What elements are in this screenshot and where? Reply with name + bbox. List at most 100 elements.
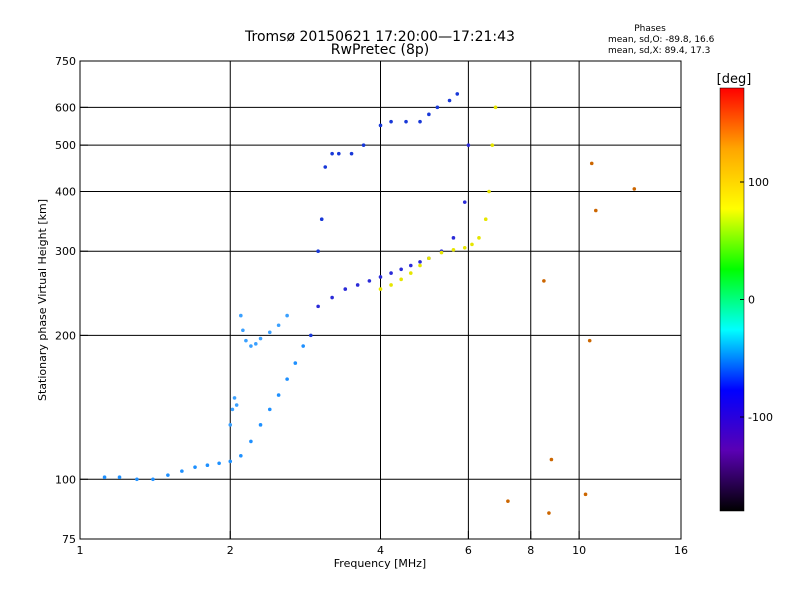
echo-point (451, 248, 456, 252)
stats-x-mode: mean, sd,X: 89.4, 17.3 (608, 46, 710, 56)
echo-point (316, 304, 320, 309)
colorbar-tick-label: 100 (748, 176, 769, 189)
echo-point (117, 475, 122, 480)
y-tick-label: 600 (55, 101, 76, 114)
echo-point (253, 342, 258, 346)
echo-point (378, 287, 383, 291)
grid-lines (80, 61, 681, 539)
echo-point (389, 283, 393, 287)
echo-point (462, 245, 467, 250)
echo-point (439, 250, 444, 255)
echo-point (506, 499, 510, 503)
y-tick-label: 100 (55, 473, 76, 486)
echo-point (323, 165, 328, 169)
echo-point (234, 403, 239, 407)
echo-point (258, 336, 263, 341)
echo-point (337, 151, 341, 156)
chart-subtitle: RwPretec (8p) (331, 42, 429, 58)
echo-point (267, 330, 272, 335)
echo-point (418, 119, 422, 124)
y-tick-label: 500 (55, 139, 76, 152)
stats-header: Phases (634, 24, 666, 34)
echo-point (408, 263, 413, 268)
echo-point (547, 511, 551, 515)
x-tick-label: 1 (77, 544, 84, 557)
echo-point (319, 217, 324, 222)
echo-point (249, 344, 253, 348)
echo-point (276, 323, 281, 328)
echo-point (589, 161, 594, 166)
echo-point (462, 200, 467, 204)
x-tick-label: 16 (674, 544, 688, 557)
echo-point (408, 271, 413, 275)
echo-point (330, 151, 334, 156)
echo-point (239, 313, 243, 318)
y-tick-label: 75 (62, 533, 76, 546)
echo-point (367, 279, 372, 283)
y-axis-label: Stationary phase Virtual Height [km] (36, 199, 49, 401)
chart-title: Tromsø 20150621 17:20:00—17:21:43 (244, 29, 515, 45)
colorbar-tick-label: 0 (748, 294, 755, 307)
colorbar-tick-label: -100 (748, 411, 773, 424)
echo-point (447, 98, 452, 103)
x-axis-label: Frequency [MHz] (334, 557, 426, 570)
x-tick-label: 2 (227, 544, 234, 557)
echo-point (180, 469, 184, 473)
echo-point (166, 473, 170, 477)
echo-point (293, 361, 298, 365)
echo-point (316, 249, 320, 254)
echo-point (241, 328, 245, 333)
x-tick-label: 6 (465, 544, 472, 557)
echo-point (228, 423, 233, 427)
echo-point (135, 477, 139, 482)
echo-point (455, 92, 460, 96)
echo-point (493, 105, 498, 110)
echo-point (308, 333, 313, 338)
echo-point (230, 407, 235, 412)
echo-point (477, 236, 481, 240)
echo-point (330, 295, 334, 300)
echo-point (418, 260, 422, 264)
y-tick-label: 200 (55, 329, 76, 342)
echo-point (228, 459, 233, 464)
x-tick-label: 10 (572, 544, 586, 557)
echo-point (483, 217, 488, 222)
stats-o-mode: mean, sd,O: -89.8, 16.6 (608, 35, 715, 45)
echo-point (102, 475, 107, 480)
echo-point (470, 242, 474, 247)
colorbar-label: [deg] (717, 72, 752, 87)
echo-point (239, 453, 243, 458)
echo-points (102, 92, 637, 515)
echo-point (594, 208, 598, 213)
y-tick-label: 400 (55, 185, 76, 198)
echo-point (632, 187, 637, 191)
echo-point (399, 267, 403, 272)
echo-point (205, 463, 210, 468)
echo-point (389, 119, 393, 124)
axis-ticks: 1 2 4 6 8 10 16 75 100 200 300 400 500 600 750 (55, 55, 688, 557)
echo-point (361, 143, 366, 147)
x-tick-label: 8 (527, 544, 534, 557)
echo-point (285, 377, 289, 381)
echo-point (427, 112, 431, 117)
echo-point (418, 263, 422, 268)
echo-point (451, 236, 456, 240)
echo-point (193, 465, 197, 469)
echo-point (542, 279, 546, 283)
echo-point (244, 338, 248, 343)
echo-point (435, 105, 440, 110)
echo-point (399, 277, 403, 282)
y-tick-label: 300 (55, 245, 76, 258)
echo-point (355, 283, 360, 287)
echo-point (389, 271, 393, 275)
echo-point (490, 143, 495, 147)
echo-point (427, 256, 431, 261)
echo-point (249, 439, 253, 444)
echo-point (587, 338, 592, 343)
echo-point (378, 123, 383, 128)
echo-point (349, 151, 354, 156)
echo-point (583, 492, 588, 497)
echo-point (232, 396, 237, 400)
echo-point (466, 143, 471, 147)
